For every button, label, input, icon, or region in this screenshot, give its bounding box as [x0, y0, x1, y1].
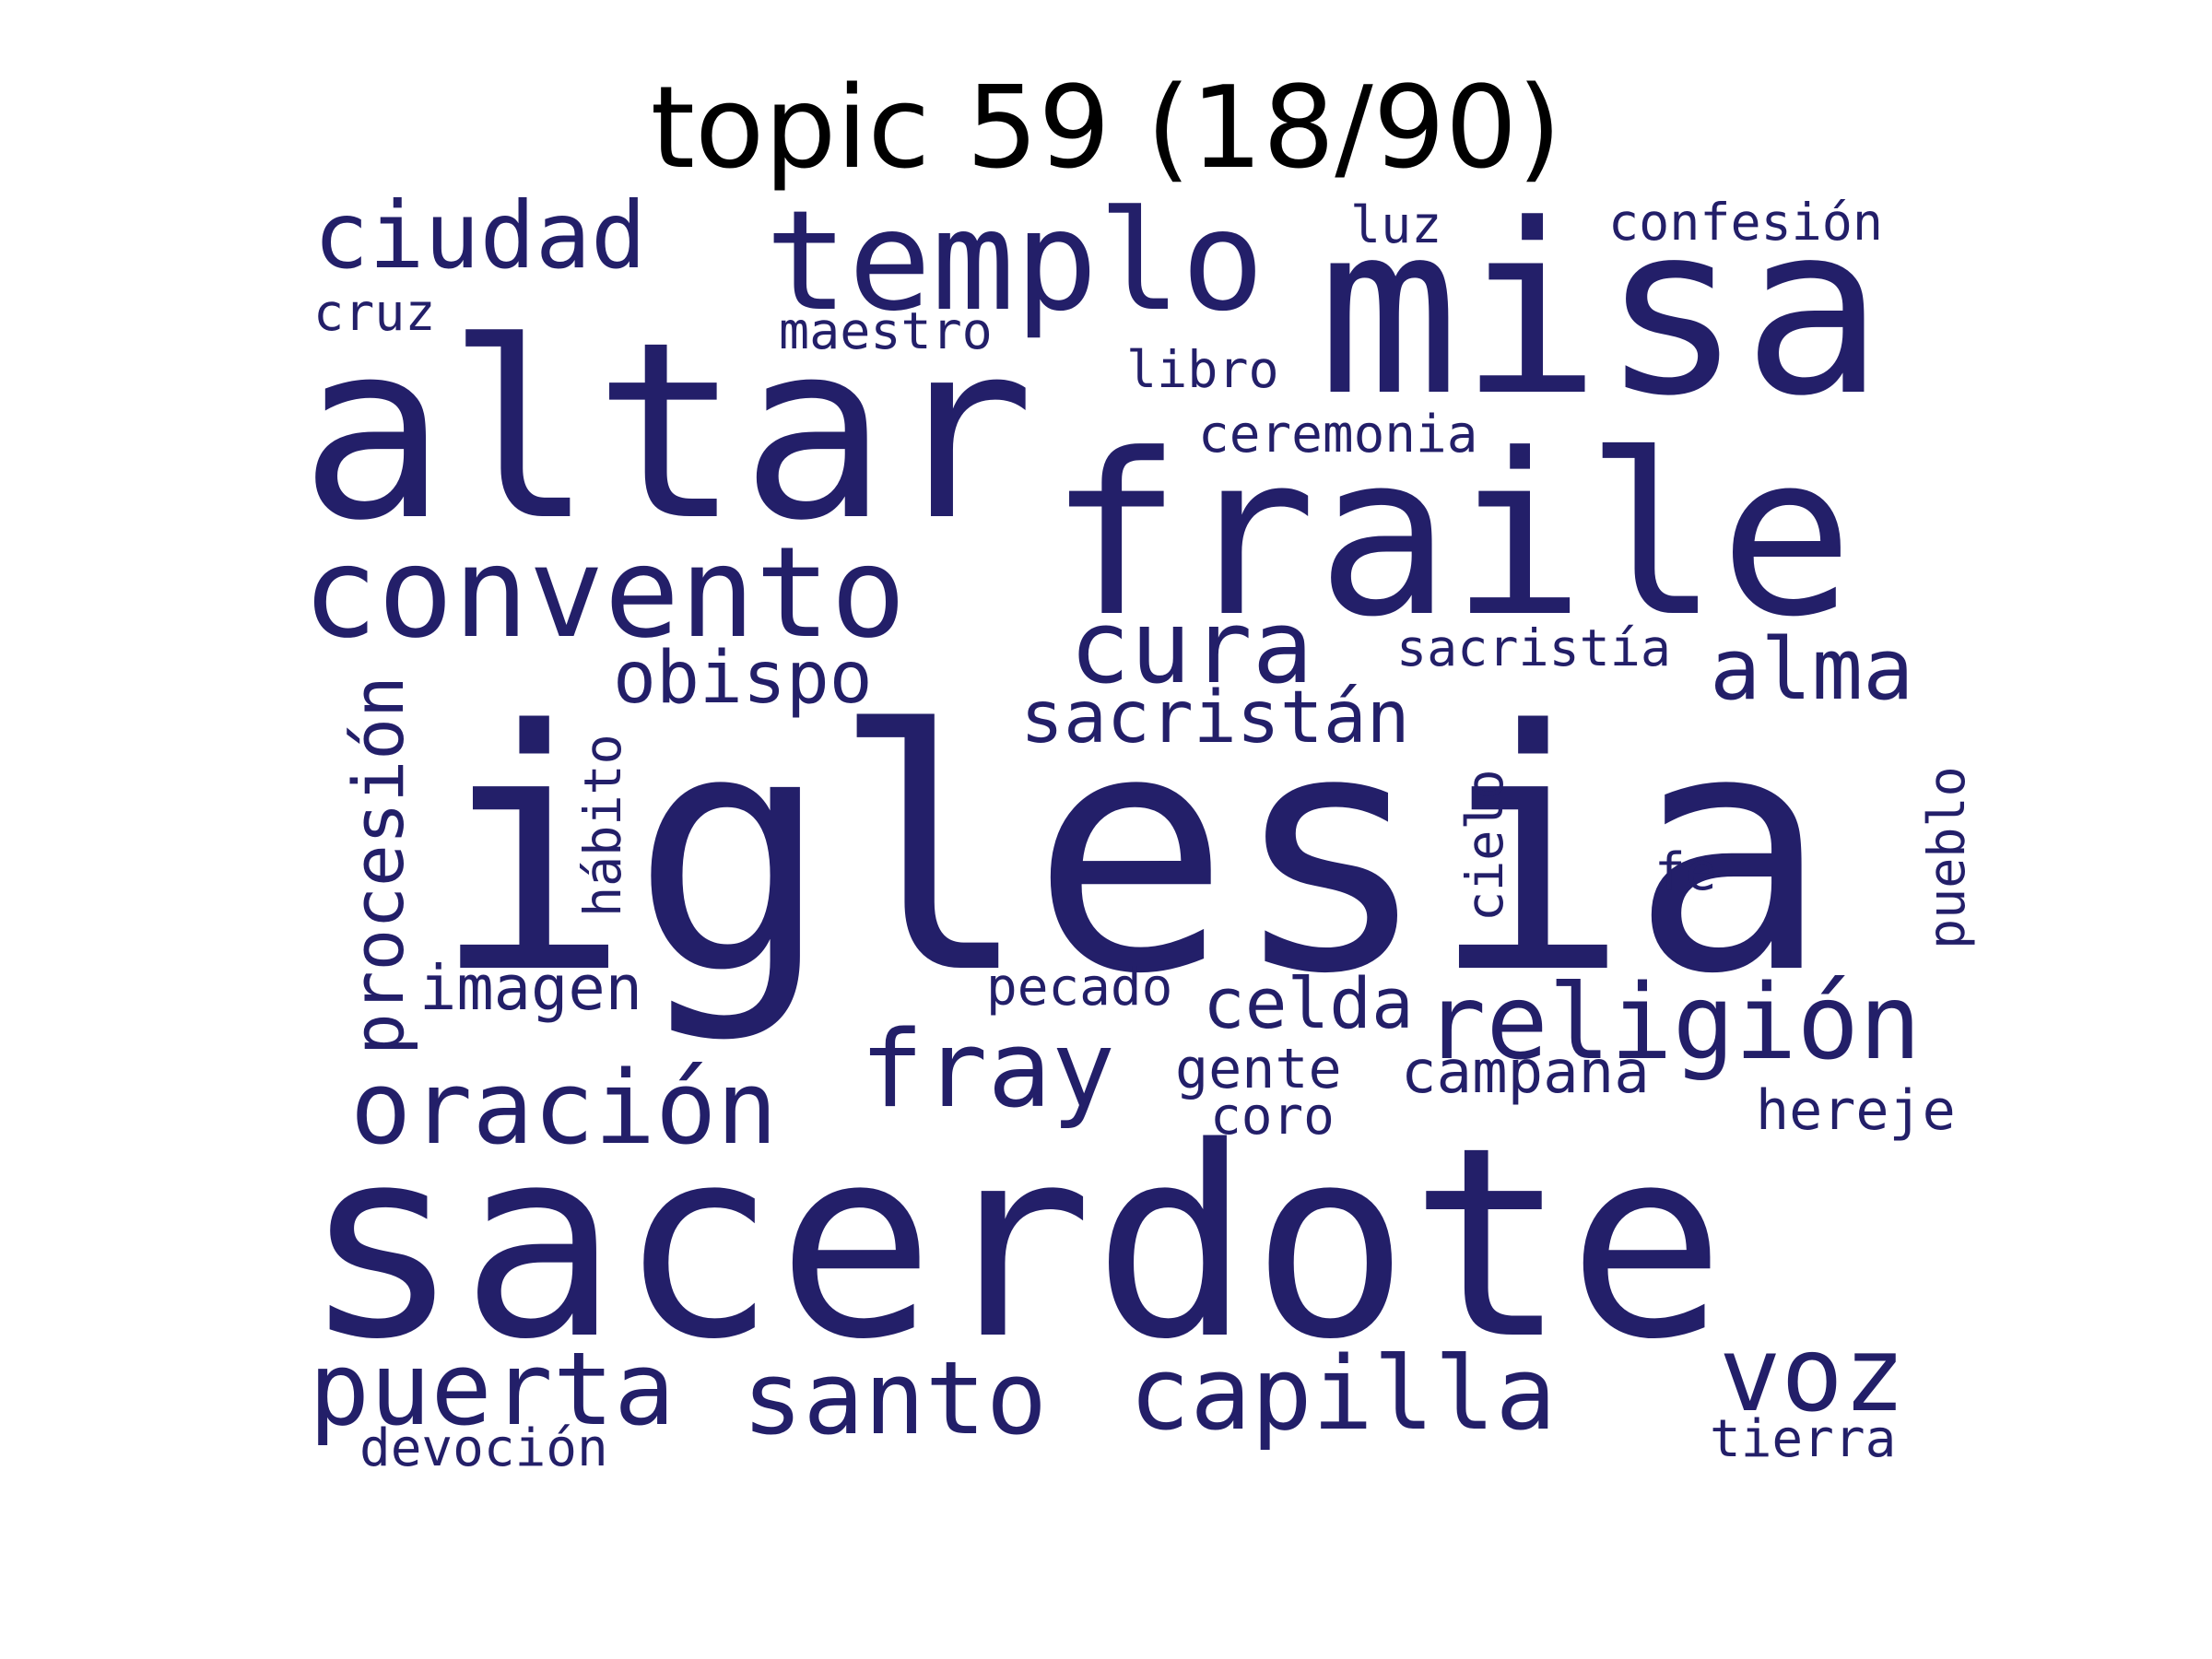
cloud-title: topic 59 (18/90) [650, 63, 1562, 194]
word-altar: altar [300, 290, 1035, 574]
word-pueblo: pueblo [1917, 766, 1976, 949]
word-ceremonia: ceremonia [1198, 405, 1477, 465]
word-procesion: procesión [337, 676, 419, 1055]
word-cielo: cielo [1455, 769, 1514, 922]
word-misa: misa [1318, 174, 1884, 448]
word-iglesia: iglesia [431, 660, 1830, 1046]
word-luz: luz [1350, 195, 1441, 254]
word-fe: fe [1654, 842, 1716, 902]
word-sacerdote: sacerdote [302, 1091, 1725, 1397]
word-pecado: pecado [986, 958, 1172, 1018]
word-santo: santo [742, 1339, 1047, 1457]
word-cruz: cruz [313, 283, 435, 342]
word-obispo: obispo [613, 637, 873, 720]
word-tierra: tierra [1710, 1409, 1896, 1469]
word-sacristan: sacristán [1020, 677, 1410, 759]
word-habito: hábito [573, 734, 632, 917]
word-alma: alma [1710, 620, 1914, 719]
word-sacristia: sacristía [1396, 618, 1671, 677]
word-oracion: oración [350, 1049, 778, 1167]
word-templo: templo [765, 182, 1265, 342]
word-convento: convento [302, 521, 906, 666]
word-puerta: puerta [309, 1330, 675, 1448]
word-gente: gente [1175, 1037, 1342, 1101]
word-fraile: fraile [1048, 406, 1853, 666]
word-religion: religión [1424, 963, 1921, 1083]
word-campana: campana [1401, 1039, 1650, 1107]
word-capilla: capilla [1129, 1335, 1557, 1453]
word-devocion: devoción [359, 1418, 608, 1478]
word-celda: celda [1203, 962, 1414, 1044]
word-imagen: imagen [419, 952, 642, 1024]
word-ciudad: ciudad [313, 182, 646, 289]
word-fray: fray [860, 1008, 1115, 1132]
word-cura: cura [1069, 588, 1313, 706]
word-libro: libro [1126, 340, 1279, 399]
word-coro: coro [1210, 1087, 1335, 1147]
word-maestro: maestro [779, 301, 993, 360]
word-hereje: hereje [1756, 1078, 1956, 1143]
word-confesion: confesión [1608, 193, 1883, 252]
word-voz: voz [1719, 1315, 1905, 1435]
